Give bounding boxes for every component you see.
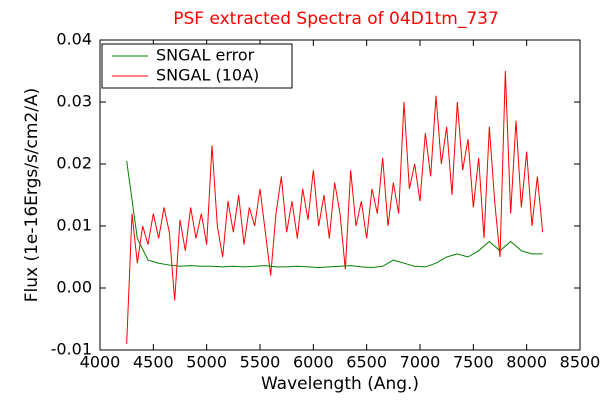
x-tick-label: 5000 [186, 353, 227, 372]
y-tick-label: 0.01 [56, 216, 92, 235]
x-tick-label: 7000 [400, 353, 441, 372]
x-axis-label: Wavelength (Ang.) [261, 374, 419, 394]
x-tick-label: 4500 [133, 353, 174, 372]
series-line [126, 160, 543, 269]
legend-label: SNGAL (10A) [156, 66, 259, 85]
x-tick-label: 5500 [240, 353, 281, 372]
y-tick-label: -0.01 [51, 340, 92, 359]
x-tick-label: 8000 [506, 353, 547, 372]
legend-box [101, 43, 293, 89]
legend-label: SNGAL error [156, 46, 255, 65]
y-tick-label: 0.04 [56, 30, 92, 49]
x-tick-label: 6500 [346, 353, 387, 372]
x-tick-label: 7500 [453, 353, 494, 372]
y-tick-label: 0.00 [56, 278, 92, 297]
x-tick-label: 8500 [560, 353, 600, 372]
y-tick-label: 0.03 [56, 92, 92, 111]
x-tick-label: 4000 [80, 353, 121, 372]
plot-frame [99, 39, 581, 351]
chart-title: PSF extracted Spectra of 04D1tm_737 [173, 9, 499, 29]
x-tick-label: 6000 [293, 353, 334, 372]
y-tick-label: 0.02 [56, 154, 92, 173]
series-line [126, 70, 544, 344]
y-axis-label: Flux (1e-16Ergs/s/cm2/A) [22, 88, 42, 303]
